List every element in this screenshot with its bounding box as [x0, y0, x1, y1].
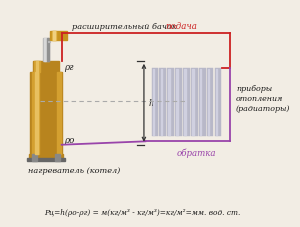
- Bar: [191, 68, 198, 136]
- Bar: [50, 31, 67, 41]
- Bar: [55, 154, 60, 161]
- Bar: [35, 73, 38, 154]
- Bar: [200, 69, 201, 135]
- Bar: [167, 68, 174, 136]
- Bar: [184, 69, 186, 135]
- Text: расширительный бачок: расширительный бачок: [72, 22, 176, 30]
- Bar: [153, 69, 154, 135]
- Bar: [43, 39, 49, 62]
- Bar: [176, 69, 178, 135]
- Bar: [47, 39, 49, 62]
- Bar: [32, 73, 39, 154]
- Text: Pц=h(ρо-ρг) = м(кг/м³ - кг/м³)=кг/м²=мм. вод. ст.: Pц=h(ρо-ρг) = м(кг/м³ - кг/м³)=кг/м²=мм.…: [44, 208, 241, 216]
- Text: подача: подача: [165, 22, 197, 31]
- Text: нагреватель (котел): нагреватель (котел): [28, 167, 120, 175]
- Text: h: h: [148, 99, 154, 108]
- Bar: [29, 154, 63, 158]
- Bar: [31, 73, 62, 154]
- Bar: [160, 69, 162, 135]
- Bar: [27, 158, 65, 161]
- Bar: [175, 68, 182, 136]
- Bar: [160, 68, 166, 136]
- Text: обратка: обратка: [176, 148, 216, 158]
- Bar: [52, 31, 56, 41]
- Bar: [192, 69, 194, 135]
- Bar: [183, 68, 190, 136]
- Bar: [33, 62, 59, 73]
- Bar: [57, 73, 61, 154]
- Text: ρо: ρо: [64, 135, 74, 144]
- Bar: [214, 68, 221, 136]
- Text: приборы
отопления
(радиаторы): приборы отопления (радиаторы): [236, 85, 291, 113]
- Bar: [207, 68, 214, 136]
- Bar: [216, 69, 217, 135]
- Bar: [208, 69, 209, 135]
- Bar: [44, 39, 46, 62]
- Bar: [152, 68, 158, 136]
- Bar: [169, 69, 170, 135]
- Bar: [53, 31, 55, 41]
- Bar: [36, 62, 38, 73]
- Bar: [34, 62, 40, 73]
- Text: ρг: ρг: [64, 63, 74, 72]
- Bar: [199, 68, 206, 136]
- Bar: [32, 154, 37, 161]
